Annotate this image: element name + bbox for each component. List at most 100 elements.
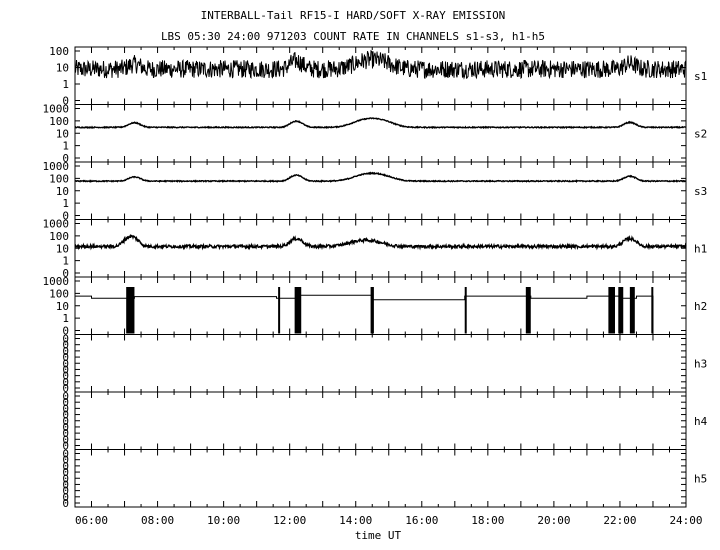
series-step-h2 [75,294,654,334]
y-tick-label: 0 [62,409,69,422]
panel-frame [74,161,687,220]
y-tick-label: 1 [62,197,69,210]
y-tick-label: 0 [62,363,69,376]
burst-h2 [294,287,302,334]
y-tick-label: 1000 [43,160,70,173]
y-tick-label: 0 [62,421,69,434]
y-tick-label: 10 [56,300,69,313]
burst-h2 [525,287,531,334]
y-tick-label: 0 [62,339,69,352]
y-tick-label: 0 [62,95,69,108]
series-line-s2 [74,117,687,130]
x-tick-label: 08:00 [141,514,174,527]
y-tick-label: 0 [62,351,69,364]
y-tick-label: 100 [49,230,69,243]
x-tick-label: 12:00 [273,514,306,527]
burst-h2 [278,287,281,334]
panel-frame [74,391,687,450]
panels: s11001010s210001001010s310001001010h1100… [43,45,708,510]
channel-label: h3 [694,357,707,370]
y-tick-label: 0 [62,478,69,491]
y-tick-label: 0 [62,433,69,446]
y-tick-label: 100 [49,172,69,185]
y-tick-label: 0 [62,491,69,504]
y-tick-label: 10 [56,127,69,140]
x-tick-label: 14:00 [339,514,372,527]
y-tick-label: 1 [62,312,69,325]
y-tick-label: 0 [62,466,69,479]
y-tick-label: 0 [62,382,69,395]
y-tick-label: 0 [62,152,69,165]
channel-label: h4 [694,415,708,428]
x-tick-label: 24:00 [669,514,702,527]
channel-label: s3 [694,185,707,198]
y-tick-label: 100 [49,45,69,58]
x-tick-label: 20:00 [537,514,570,527]
panel-frame [74,104,687,163]
y-tick-label: 0 [62,440,69,453]
panel-frame [74,449,687,508]
burst-h2 [629,287,635,334]
x-tick-label: 16:00 [405,514,438,527]
y-tick-label: 0 [62,427,69,440]
y-tick-label: 1000 [43,218,70,231]
y-tick-label: 10 [56,62,69,75]
y-tick-label: 0 [62,345,69,358]
panel-frame [74,334,687,393]
burst-h2 [651,287,654,334]
panel-frame [74,276,687,335]
y-tick-label: 1000 [43,275,70,288]
y-tick-label: 0 [62,376,69,389]
y-tick-label: 0 [62,267,69,280]
burst-h2 [618,287,624,334]
y-tick-label: 0 [62,485,69,498]
burst-h2 [126,287,135,334]
panel-frame [74,219,687,278]
y-tick-label: 0 [62,497,69,510]
y-tick-label: 1 [62,140,69,153]
x-tick-label: 06:00 [75,514,108,527]
y-tick-label: 0 [62,472,69,485]
channel-label: h5 [694,472,707,485]
y-tick-label: 100 [49,287,69,300]
burst-h2 [608,287,615,334]
y-tick-label: 0 [62,448,69,461]
channel-label: s2 [694,127,707,140]
x-axis-label: time UT [355,529,402,542]
y-tick-label: 0 [62,402,69,415]
series-line-s1 [74,49,687,80]
y-tick-label: 10 [56,185,69,198]
channel-label: h1 [694,242,707,255]
y-tick-label: 0 [62,210,69,223]
channel-label: h2 [694,300,707,313]
x-tick-label: 10:00 [207,514,240,527]
y-tick-label: 0 [62,415,69,428]
series-line-h1 [74,234,687,251]
chart-title: INTERBALL-Tail RF15-I HARD/SOFT X-RAY EM… [201,9,506,22]
y-tick-label: 0 [62,390,69,403]
series-line-s3 [74,171,687,184]
y-tick-label: 0 [62,357,69,370]
channel-label: s1 [694,70,707,83]
y-tick-label: 1000 [43,103,70,116]
y-tick-label: 0 [62,460,69,473]
burst-h2 [464,287,467,334]
y-tick-label: 0 [62,333,69,346]
x-axis: 06:00 08:00 10:00 12:00 14:00 16:00 18:00 20:00… [75,514,703,527]
y-tick-label: 1 [62,255,69,268]
x-tick-label: 22:00 [603,514,636,527]
y-tick-label: 10 [56,242,69,255]
x-tick-label: 18:00 [471,514,504,527]
y-tick-label: 0 [62,396,69,409]
burst-h2 [370,287,374,334]
chart-subtitle: LBS 05:30 24:00 971203 COUNT RATE IN CHA… [161,30,545,43]
